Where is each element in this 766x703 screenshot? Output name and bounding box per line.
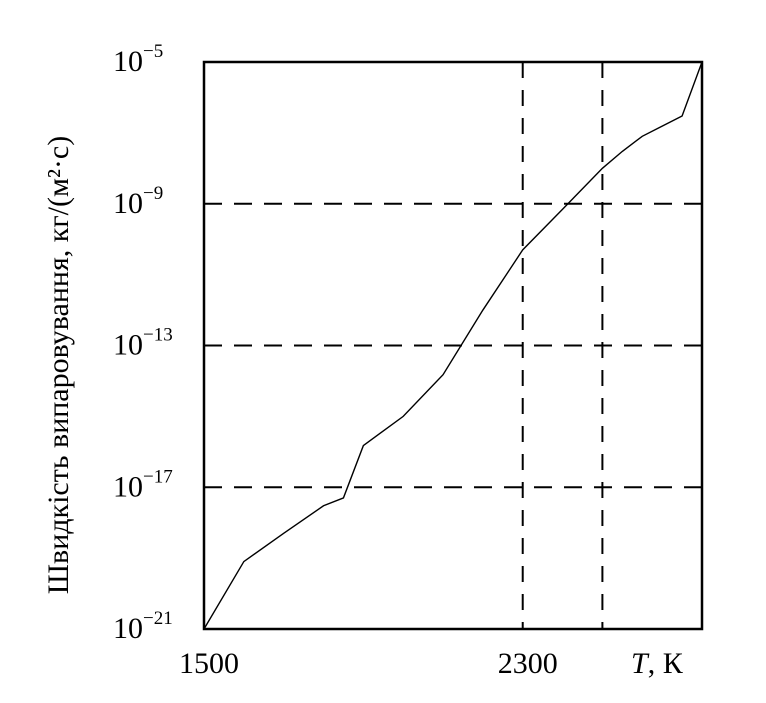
- y-tick-label: 10−13: [113, 325, 173, 362]
- y-tick-labels: 10−21 10−17 10−13 10−9 10−5: [113, 41, 173, 645]
- x-tick-label: 2300: [498, 647, 558, 680]
- x-axis-unit: , К: [648, 647, 684, 680]
- plot-frame: [202, 60, 704, 631]
- y-tick-label: 10−5: [113, 41, 163, 78]
- y-tick-label: 10−21: [113, 608, 173, 645]
- x-tick-labels: 1500 2300: [179, 647, 558, 680]
- grid-lines: [204, 62, 702, 629]
- y-tick-label: 10−9: [113, 183, 163, 220]
- x-tick-label: 1500: [179, 647, 239, 680]
- x-axis-title: T, К: [631, 647, 684, 680]
- y-axis-title: Швидкість випаровування, кг/(м²·с): [42, 136, 75, 594]
- series-curve: [203, 61, 703, 630]
- x-axis-symbol: T: [631, 647, 650, 680]
- y-tick-label: 10−17: [113, 466, 173, 503]
